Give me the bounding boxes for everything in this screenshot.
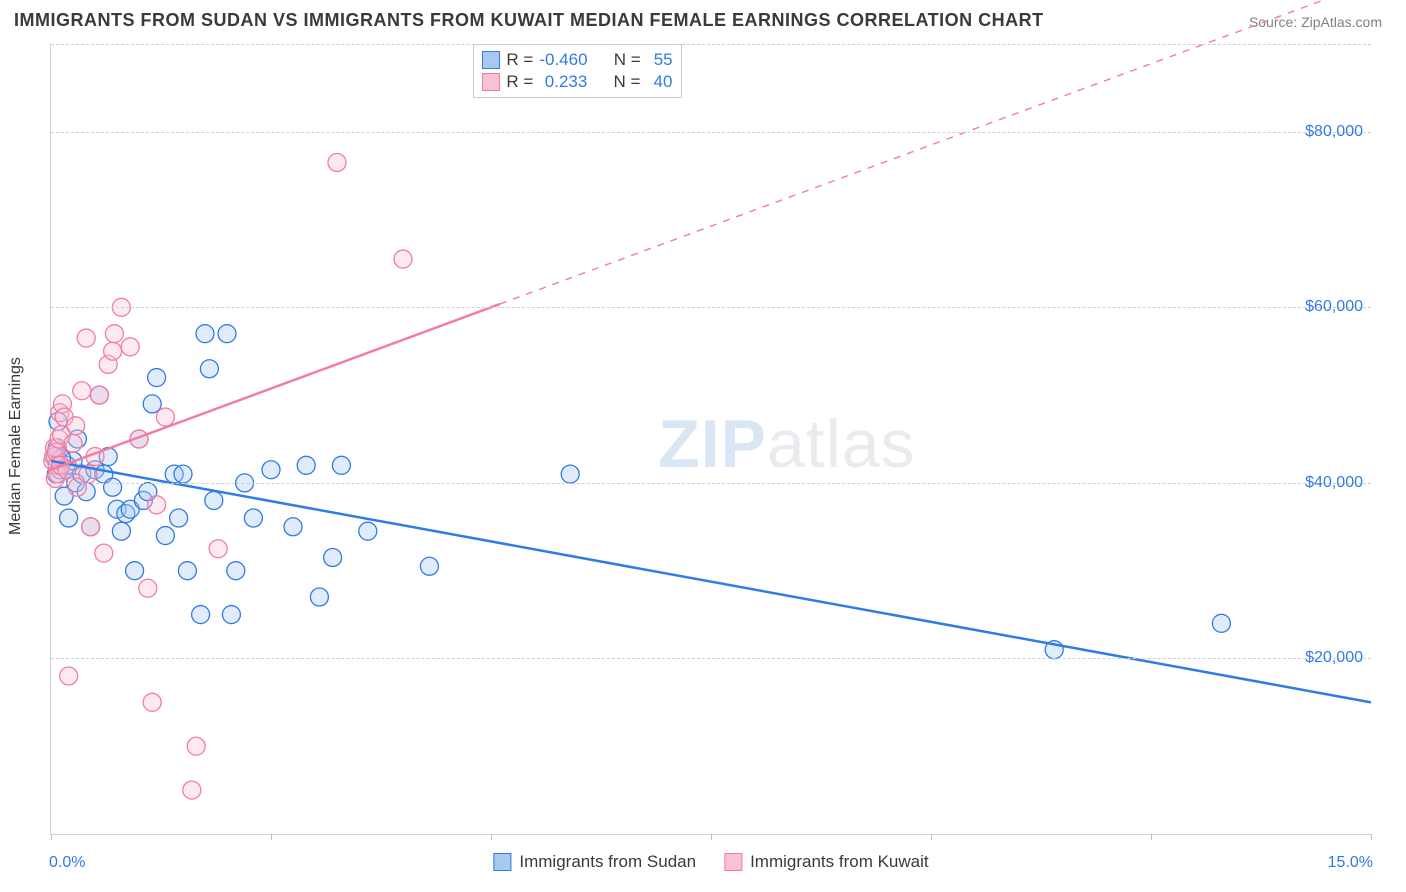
scatter-point bbox=[143, 395, 161, 413]
legend-row: R = -0.460 N = 55 bbox=[482, 49, 672, 71]
source-label: Source: ZipAtlas.com bbox=[1249, 14, 1382, 30]
legend-r-value: -0.460 bbox=[539, 50, 587, 70]
scatter-point bbox=[156, 527, 174, 545]
scatter-point bbox=[121, 338, 139, 356]
legend-row: R = 0.233 N = 40 bbox=[482, 71, 672, 93]
scatter-point bbox=[104, 342, 122, 360]
x-tick bbox=[1151, 834, 1152, 840]
chart-svg bbox=[51, 44, 1371, 834]
x-tick bbox=[51, 834, 52, 840]
scatter-point bbox=[60, 667, 78, 685]
legend-item: Immigrants from Sudan bbox=[493, 852, 696, 872]
gridline bbox=[51, 307, 1371, 308]
scatter-point bbox=[420, 557, 438, 575]
scatter-point bbox=[332, 456, 350, 474]
scatter-point bbox=[148, 369, 166, 387]
scatter-point bbox=[359, 522, 377, 540]
trend-line bbox=[51, 461, 1371, 702]
legend-n-value: 55 bbox=[647, 50, 673, 70]
chart-title: IMMIGRANTS FROM SUDAN VS IMMIGRANTS FROM… bbox=[14, 10, 1044, 31]
x-axis-max-label: 15.0% bbox=[1328, 854, 1373, 872]
gridline bbox=[51, 132, 1371, 133]
legend-item: Immigrants from Kuwait bbox=[724, 852, 929, 872]
legend-label: Immigrants from Kuwait bbox=[750, 852, 929, 872]
scatter-point bbox=[262, 461, 280, 479]
legend-series: Immigrants from Sudan Immigrants from Kuw… bbox=[493, 852, 928, 872]
scatter-point bbox=[170, 509, 188, 527]
scatter-point bbox=[77, 329, 95, 347]
y-tick-label: $80,000 bbox=[1305, 123, 1363, 141]
legend-swatch bbox=[493, 853, 511, 871]
legend-swatch bbox=[482, 73, 500, 91]
scatter-point bbox=[310, 588, 328, 606]
x-tick bbox=[931, 834, 932, 840]
scatter-point bbox=[112, 522, 130, 540]
scatter-point bbox=[328, 154, 346, 172]
gridline bbox=[51, 44, 1371, 45]
scatter-point bbox=[324, 549, 342, 567]
scatter-point bbox=[196, 325, 214, 343]
x-tick bbox=[271, 834, 272, 840]
scatter-point bbox=[73, 382, 91, 400]
scatter-point bbox=[222, 606, 240, 624]
scatter-point bbox=[60, 509, 78, 527]
scatter-point bbox=[105, 325, 123, 343]
legend-n-value: 40 bbox=[646, 72, 672, 92]
scatter-point bbox=[95, 544, 113, 562]
x-tick bbox=[491, 834, 492, 840]
scatter-point bbox=[1212, 614, 1230, 632]
scatter-point bbox=[174, 465, 192, 483]
scatter-point bbox=[67, 417, 85, 435]
legend-r-value: 0.233 bbox=[539, 72, 587, 92]
legend-swatch bbox=[482, 51, 500, 69]
gridline bbox=[51, 658, 1371, 659]
scatter-point bbox=[394, 250, 412, 268]
legend-swatch bbox=[724, 853, 742, 871]
scatter-point bbox=[209, 540, 227, 558]
scatter-point bbox=[244, 509, 262, 527]
y-tick-label: $40,000 bbox=[1305, 474, 1363, 492]
scatter-point bbox=[178, 562, 196, 580]
scatter-point bbox=[561, 465, 579, 483]
scatter-point bbox=[104, 478, 122, 496]
chart-plot-area: ZIPatlas R = -0.460 N = 55R = 0.233 N = … bbox=[50, 44, 1371, 835]
scatter-point bbox=[64, 434, 82, 452]
scatter-point bbox=[183, 781, 201, 799]
scatter-point bbox=[284, 518, 302, 536]
scatter-point bbox=[192, 606, 210, 624]
scatter-point bbox=[187, 737, 205, 755]
x-tick bbox=[1371, 834, 1372, 840]
legend-correlation-box: R = -0.460 N = 55R = 0.233 N = 40 bbox=[473, 44, 681, 98]
scatter-point bbox=[218, 325, 236, 343]
scatter-point bbox=[126, 562, 144, 580]
scatter-point bbox=[90, 386, 108, 404]
scatter-point bbox=[143, 693, 161, 711]
y-axis-title: Median Female Earnings bbox=[7, 357, 25, 535]
y-tick-label: $60,000 bbox=[1305, 298, 1363, 316]
scatter-point bbox=[227, 562, 245, 580]
scatter-point bbox=[139, 579, 157, 597]
scatter-point bbox=[156, 408, 174, 426]
gridline bbox=[51, 483, 1371, 484]
y-tick-label: $20,000 bbox=[1305, 649, 1363, 667]
legend-label: Immigrants from Sudan bbox=[519, 852, 696, 872]
x-axis-min-label: 0.0% bbox=[49, 854, 85, 872]
scatter-point bbox=[200, 360, 218, 378]
scatter-point bbox=[205, 491, 223, 509]
x-tick bbox=[711, 834, 712, 840]
scatter-point bbox=[297, 456, 315, 474]
scatter-point bbox=[82, 518, 100, 536]
scatter-point bbox=[148, 496, 166, 514]
